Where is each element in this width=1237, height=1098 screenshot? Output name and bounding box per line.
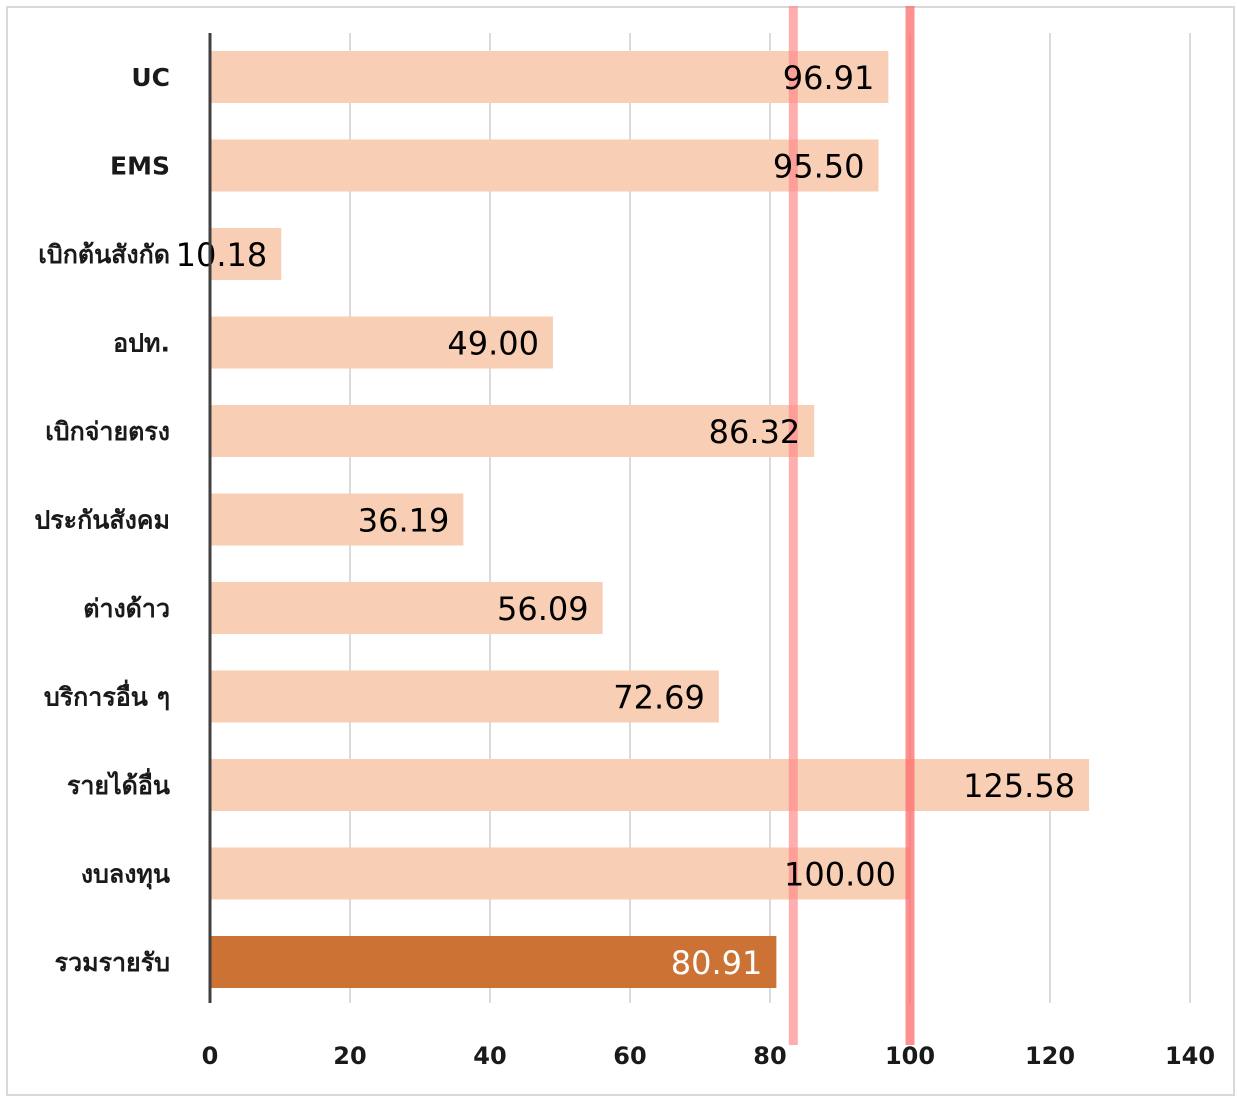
- bar-4: [210, 405, 815, 457]
- category-label-10: รวมรายรับ: [55, 948, 170, 977]
- category-label-8: รายได้อื่น: [67, 768, 170, 800]
- category-label-6: ต่างด้าว: [83, 594, 170, 623]
- x-axis-ticks: 0 20 40 60 80 100 120 140: [202, 1042, 1215, 1070]
- x-tick-label-0: 0: [202, 1042, 219, 1070]
- x-tick-label-40: 40: [473, 1042, 506, 1070]
- value-label-10: 80.91: [671, 944, 763, 982]
- category-label-9: งบลงทุน: [81, 860, 170, 891]
- value-label-6: 56.09: [497, 590, 589, 628]
- x-tick-label-60: 60: [613, 1042, 646, 1070]
- value-label-5: 36.19: [358, 502, 450, 540]
- bar-0: [210, 51, 889, 103]
- category-label-7: บริการอื่น ๆ: [44, 680, 170, 712]
- value-labels: 96.91 95.50 10.18 49.00 86.32 36.19 56.09 72.69…: [176, 59, 1075, 982]
- bar-6: [210, 582, 603, 634]
- x-tick-label-140: 140: [1165, 1042, 1215, 1070]
- bar-2: [210, 228, 282, 280]
- bars: [210, 51, 1090, 988]
- bar-10: [210, 936, 777, 988]
- value-label-8: 125.58: [963, 767, 1075, 805]
- bar-1: [210, 139, 879, 192]
- value-label-2: 10.18: [176, 236, 268, 274]
- category-label-0: UC: [131, 63, 170, 92]
- bar-8: [210, 759, 1090, 811]
- value-label-4: 86.32: [709, 413, 801, 451]
- value-label-9: 100.00: [784, 856, 896, 894]
- value-label-0: 96.91: [783, 59, 875, 97]
- category-label-1: EMS: [110, 152, 170, 181]
- x-tick-label-80: 80: [753, 1042, 786, 1070]
- value-label-3: 49.00: [447, 325, 539, 363]
- bar-3: [210, 316, 553, 369]
- x-tick-label-20: 20: [333, 1042, 366, 1070]
- x-tick-label-120: 120: [1025, 1042, 1075, 1070]
- category-label-4: เบิกจ่ายตรง: [45, 417, 170, 446]
- bar-5: [210, 493, 464, 546]
- value-label-7: 72.69: [613, 679, 705, 717]
- category-label-5: ประกันสังคม: [34, 506, 170, 535]
- value-label-1: 95.50: [773, 148, 865, 186]
- category-label-2: เบิกต้นสังกัด: [38, 240, 170, 269]
- reference-lines: [788, 6, 915, 1045]
- category-label-3: อปท.: [113, 329, 170, 358]
- bar-7: [210, 670, 719, 723]
- x-tick-label-100: 100: [885, 1042, 935, 1070]
